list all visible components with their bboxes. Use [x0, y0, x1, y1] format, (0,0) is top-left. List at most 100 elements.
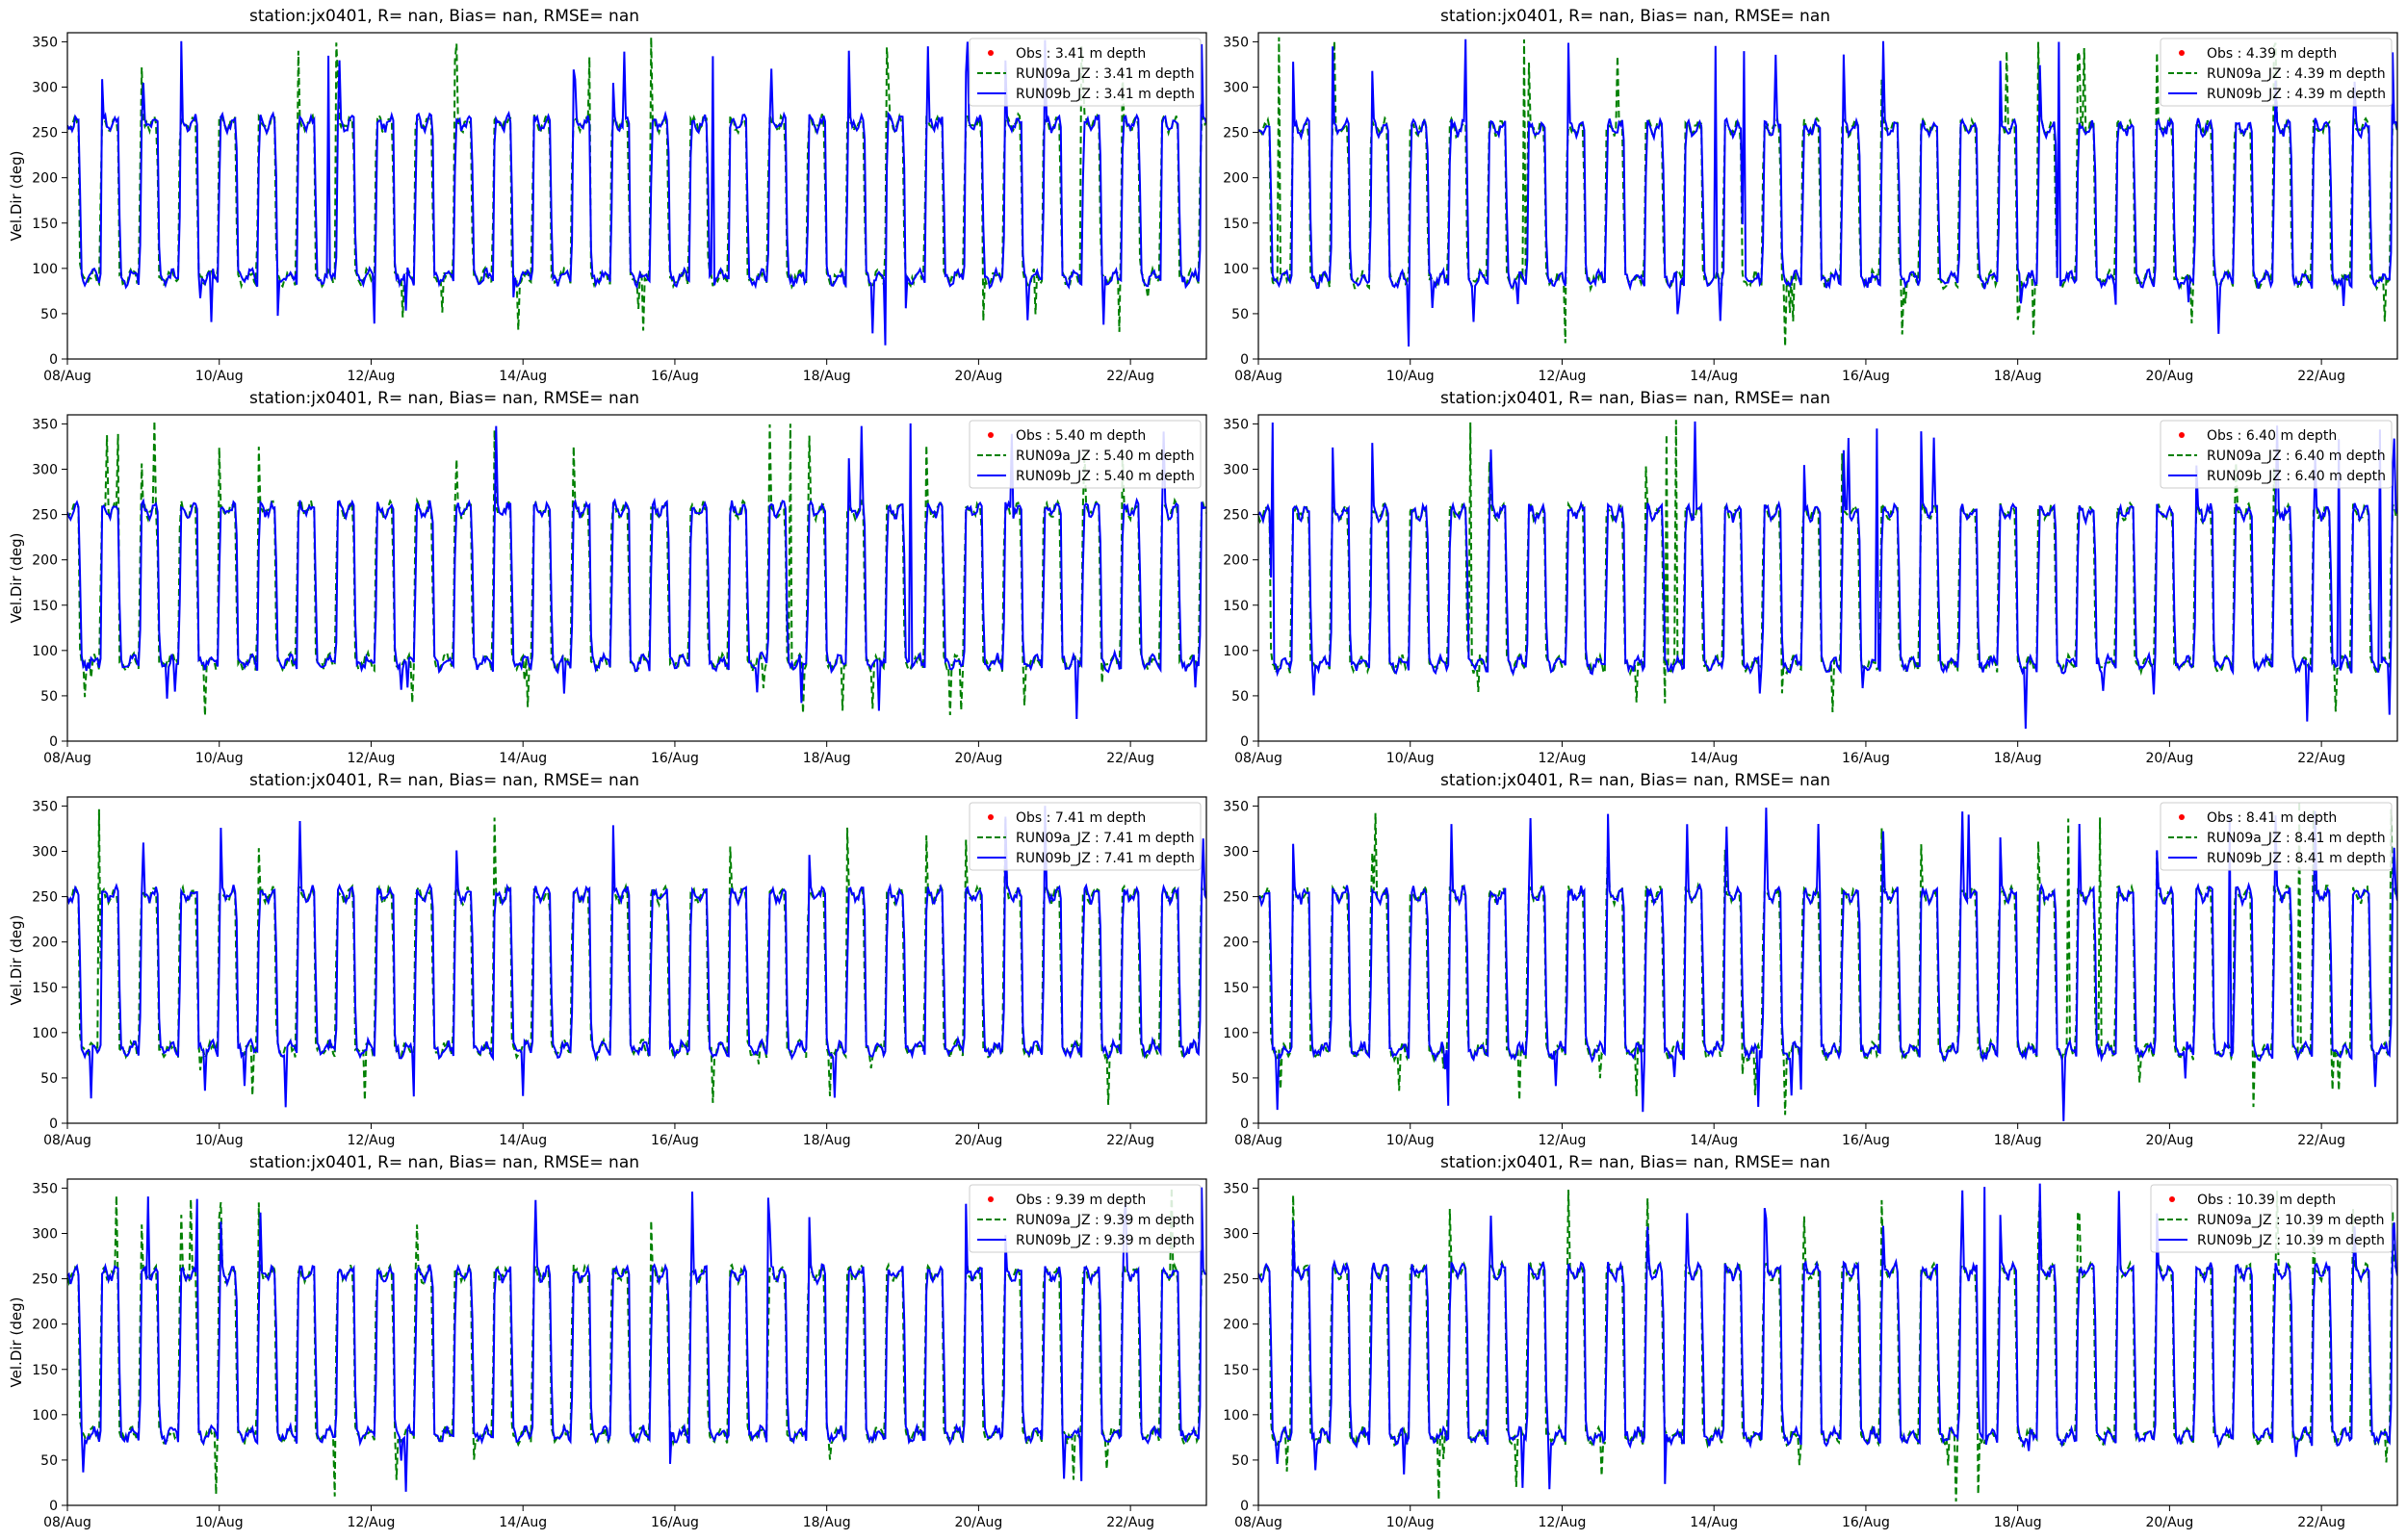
- plot-frame: [1257, 32, 2398, 360]
- x-tick-label: 10/Aug: [195, 369, 244, 384]
- y-tick-label: 0: [1240, 734, 1249, 750]
- x-tick-label: 12/Aug: [348, 1133, 396, 1148]
- y-tick-label: 250: [32, 1272, 58, 1288]
- legend-entry: RUN09b_JZ : 9.39 m depth: [1016, 1233, 1195, 1248]
- y-tick-label: 0: [49, 352, 58, 368]
- y-axis-label: Vel.Dir (deg): [8, 1297, 25, 1388]
- y-tick-label: 300: [1223, 463, 1249, 478]
- x-tick-label: 18/Aug: [1994, 369, 2042, 384]
- legend: Obs : 9.39 m depth RUN09a_JZ : 9.39 m dep…: [969, 1184, 1202, 1253]
- chart-title: station:jx0401, R= nan, Bias= nan, RMSE=…: [1440, 389, 1830, 408]
- y-tick-label: 200: [1223, 553, 1249, 569]
- y-tick-label: 200: [1223, 936, 1249, 951]
- legend-box: [969, 802, 1202, 871]
- y-tick-label: 300: [1223, 1227, 1249, 1243]
- x-tick-label: 14/Aug: [499, 1133, 547, 1148]
- legend-entry: RUN09b_JZ : 8.41 m depth: [2207, 851, 2386, 866]
- legend-box: [969, 420, 1202, 489]
- legend: Obs : 6.40 m depth RUN09a_JZ : 6.40 m dep…: [2160, 420, 2393, 489]
- legend-entry: Obs : 9.39 m depth: [1016, 1193, 1146, 1208]
- y-tick-label: 0: [1240, 352, 1249, 368]
- plot-frame: [1257, 796, 2398, 1124]
- chart-panel-1: station:jx0401, R= nan, Bias= nan, RMSE=…: [8, 7, 1207, 384]
- legend-box: [969, 1184, 1202, 1253]
- y-tick-label: 150: [32, 217, 58, 232]
- y-tick-label: 250: [32, 508, 58, 524]
- legend-entry: RUN09b_JZ : 4.39 m depth: [2207, 87, 2386, 102]
- y-tick-label: 50: [1231, 307, 1249, 322]
- y-tick-label: 150: [1223, 599, 1249, 614]
- x-tick-label: 20/Aug: [954, 1133, 1002, 1148]
- chart-panel-6: station:jx0401, R= nan, Bias= nan, RMSE=…: [1223, 771, 2398, 1148]
- x-tick-label: 20/Aug: [2145, 1515, 2193, 1530]
- legend-box: [2160, 38, 2393, 107]
- x-tick-label: 14/Aug: [1690, 1133, 1738, 1148]
- x-tick-label: 22/Aug: [2297, 1133, 2345, 1148]
- legend-entry: RUN09b_JZ : 5.40 m depth: [1016, 469, 1195, 484]
- x-tick-label: 08/Aug: [1234, 751, 1282, 766]
- x-tick-label: 18/Aug: [803, 1133, 851, 1148]
- y-tick-label: 350: [1223, 1181, 1249, 1196]
- legend-entry: RUN09a_JZ : 7.41 m depth: [1016, 831, 1195, 846]
- x-tick-label: 12/Aug: [1539, 751, 1587, 766]
- series-line-run09b: [1258, 421, 2397, 730]
- x-tick-label: 20/Aug: [954, 1515, 1002, 1530]
- y-tick-label: 50: [1231, 1453, 1249, 1469]
- legend-entry: RUN09a_JZ : 3.41 m depth: [1016, 66, 1195, 82]
- x-tick-label: 20/Aug: [954, 751, 1002, 766]
- x-tick-label: 16/Aug: [651, 1515, 699, 1530]
- y-tick-label: 350: [32, 35, 58, 50]
- y-tick-label: 300: [32, 1227, 58, 1243]
- x-tick-label: 12/Aug: [1539, 1515, 1587, 1530]
- chart-title: station:jx0401, R= nan, Bias= nan, RMSE=…: [249, 771, 639, 790]
- legend-box: [969, 38, 1202, 107]
- x-tick-label: 18/Aug: [1994, 751, 2042, 766]
- plot-frame: [66, 796, 1207, 1124]
- y-tick-label: 150: [32, 1363, 58, 1378]
- legend-entry: Obs : 5.40 m depth: [1016, 428, 1146, 444]
- y-tick-label: 50: [40, 689, 58, 705]
- x-tick-label: 20/Aug: [2145, 751, 2193, 766]
- chart-panel-7: station:jx0401, R= nan, Bias= nan, RMSE=…: [8, 1153, 1207, 1530]
- plot-frame: [66, 32, 1207, 360]
- x-tick-label: 16/Aug: [1842, 1133, 1890, 1148]
- x-tick-label: 14/Aug: [499, 1515, 547, 1530]
- chart-title: station:jx0401, R= nan, Bias= nan, RMSE=…: [249, 7, 639, 26]
- legend-entry: Obs : 10.39 m depth: [2197, 1193, 2336, 1208]
- y-tick-label: 100: [32, 1408, 58, 1424]
- x-tick-label: 08/Aug: [43, 1133, 91, 1148]
- x-tick-label: 12/Aug: [1539, 369, 1587, 384]
- legend-entry: RUN09a_JZ : 10.39 m depth: [2197, 1213, 2385, 1228]
- plot-frame: [1257, 414, 2398, 742]
- x-tick-label: 16/Aug: [651, 369, 699, 384]
- x-tick-label: 16/Aug: [651, 751, 699, 766]
- y-tick-label: 300: [32, 81, 58, 96]
- chart-title: station:jx0401, R= nan, Bias= nan, RMSE=…: [1440, 771, 1830, 790]
- legend: Obs : 10.39 m depth RUN09a_JZ : 10.39 m d…: [2150, 1184, 2393, 1253]
- x-tick-label: 12/Aug: [348, 1515, 396, 1530]
- series-line-run09b: [67, 39, 1206, 346]
- x-tick-label: 14/Aug: [1690, 751, 1738, 766]
- x-tick-label: 12/Aug: [1539, 1133, 1587, 1148]
- y-tick-label: 250: [1223, 508, 1249, 524]
- series-line-run09a: [67, 1188, 1206, 1497]
- series-line-run09b: [67, 423, 1206, 720]
- y-tick-label: 50: [40, 1071, 58, 1087]
- y-tick-label: 350: [32, 799, 58, 814]
- legend: Obs : 3.41 m depth RUN09a_JZ : 3.41 m dep…: [969, 38, 1202, 107]
- x-tick-label: 14/Aug: [499, 369, 547, 384]
- y-axis-label: Vel.Dir (deg): [8, 533, 25, 624]
- y-tick-label: 50: [1231, 1071, 1249, 1087]
- y-tick-label: 200: [1223, 171, 1249, 187]
- y-tick-label: 150: [1223, 1363, 1249, 1378]
- y-tick-label: 250: [1223, 126, 1249, 141]
- x-tick-label: 08/Aug: [43, 369, 91, 384]
- legend-entry: RUN09b_JZ : 10.39 m depth: [2197, 1233, 2385, 1248]
- legend-marker-obs: [2179, 814, 2185, 820]
- y-tick-label: 350: [1223, 35, 1249, 50]
- y-tick-label: 50: [1231, 689, 1249, 705]
- y-tick-label: 300: [32, 845, 58, 860]
- legend-box: [2160, 420, 2393, 489]
- legend-marker-obs: [2169, 1196, 2175, 1202]
- y-tick-label: 150: [1223, 981, 1249, 996]
